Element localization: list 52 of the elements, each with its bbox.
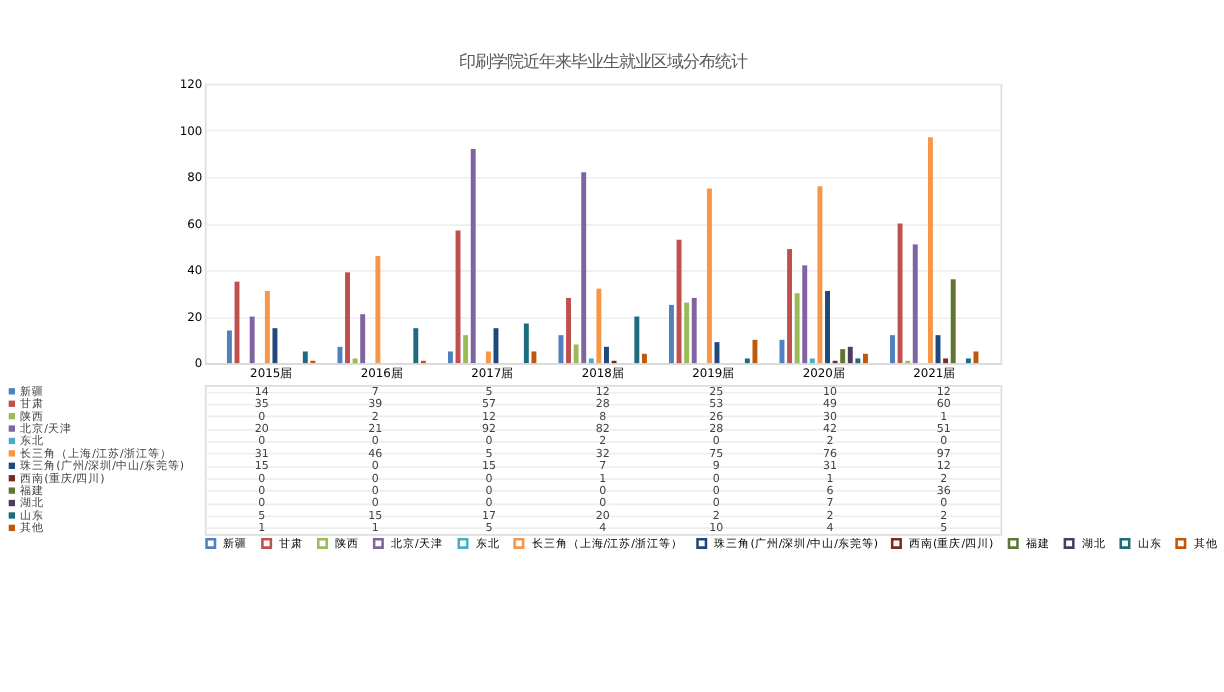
bar <box>890 335 895 364</box>
bar <box>345 272 350 364</box>
bar <box>264 290 270 364</box>
bar <box>375 256 381 364</box>
bar <box>581 172 587 364</box>
bar <box>676 239 682 364</box>
bar <box>604 346 609 364</box>
bar <box>596 288 602 364</box>
bar <box>752 339 758 364</box>
bar <box>669 304 674 364</box>
bar <box>817 186 823 364</box>
bar <box>897 223 903 364</box>
bar <box>950 279 956 364</box>
chart-title: 印刷学院近年来毕业生就业区域分布统计 <box>458 50 747 71</box>
bar <box>825 290 830 364</box>
bar <box>634 316 640 364</box>
bar <box>847 346 853 364</box>
bar <box>840 349 846 364</box>
bar <box>272 328 278 364</box>
bar <box>573 344 579 364</box>
bar <box>744 358 750 364</box>
bar <box>787 249 793 364</box>
bar <box>912 244 918 364</box>
bar <box>641 353 647 364</box>
bar <box>558 335 564 364</box>
bar <box>588 358 594 364</box>
bar <box>794 293 800 364</box>
bar <box>855 358 861 364</box>
bar <box>463 335 469 364</box>
bar <box>566 297 572 364</box>
bar <box>485 351 491 364</box>
bar <box>965 358 971 364</box>
bar <box>470 148 476 364</box>
bar <box>523 323 529 364</box>
bar <box>413 328 419 364</box>
bar <box>684 302 690 364</box>
bar <box>302 351 308 364</box>
bar <box>809 358 815 364</box>
bar <box>706 188 712 364</box>
bar <box>973 351 979 364</box>
bar <box>531 351 537 364</box>
bar <box>802 265 808 364</box>
bar <box>927 137 933 364</box>
bar <box>226 330 232 364</box>
bar <box>691 297 697 364</box>
bar <box>943 358 949 364</box>
bar <box>447 351 453 364</box>
bar <box>360 314 366 364</box>
bar <box>352 358 358 364</box>
bar <box>862 353 868 364</box>
bar <box>337 346 343 364</box>
bar <box>249 316 255 364</box>
